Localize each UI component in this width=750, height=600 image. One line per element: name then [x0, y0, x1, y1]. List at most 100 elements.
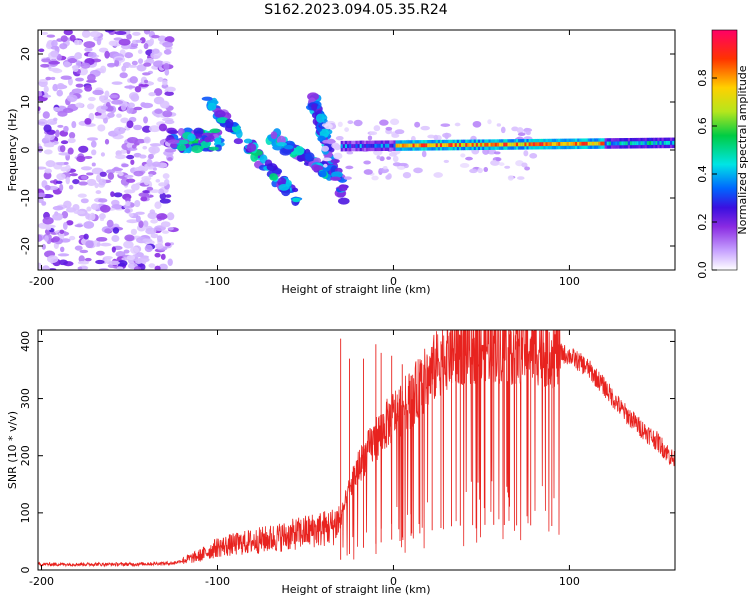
spectrogram-cell — [135, 39, 143, 43]
carrier-core — [534, 142, 538, 147]
spectrogram-cell — [138, 192, 150, 198]
carrier-core — [553, 142, 557, 146]
spectrogram-cell — [74, 39, 80, 46]
spectrogram-cell — [142, 238, 153, 243]
carrier-core — [638, 141, 641, 146]
spectrogram-cell — [133, 266, 142, 270]
spectrogram-cell — [50, 76, 56, 81]
colorbar-tick-label: 0.2 — [696, 213, 709, 231]
spectrogram-cell — [52, 213, 64, 221]
spectrogram-cell — [74, 245, 83, 251]
spectrogram-cell — [143, 62, 152, 67]
spectrogram-cell — [134, 166, 146, 172]
carrier-core — [450, 143, 453, 147]
spectrogram-cell — [149, 209, 156, 215]
spectrogram-cell — [124, 52, 134, 59]
carrier-core — [549, 142, 553, 146]
spectrogram-cell — [87, 73, 96, 82]
spectrogram-cell — [65, 176, 70, 185]
spectrogram-cell — [379, 156, 385, 162]
snr-ytick-label: 100 — [19, 502, 32, 523]
spectrogram-cell — [69, 34, 76, 42]
spectrogram-cell — [318, 170, 327, 178]
spectrogram-cell — [67, 77, 73, 86]
spectrogram-cell — [63, 161, 69, 165]
carrier-core — [418, 143, 422, 148]
spectrogram-cell — [72, 179, 80, 185]
carrier-core — [444, 143, 447, 148]
spectrogram-cell — [154, 252, 161, 258]
spectrogram-cell — [41, 265, 50, 270]
spectrogram-cell — [91, 162, 96, 167]
spectrogram-cell — [91, 149, 97, 156]
spectrogram-cell — [96, 242, 101, 247]
carrier-core — [465, 142, 468, 147]
spectrogram-cell — [108, 40, 117, 46]
carrier-core — [366, 143, 369, 148]
spectrogram-cell — [323, 163, 328, 168]
spectrogram-cell — [500, 126, 506, 134]
spectrogram-cell — [146, 186, 154, 191]
carrier-core — [437, 143, 441, 148]
spectrogram-cell — [38, 234, 43, 242]
spectrogram-cell — [155, 178, 161, 183]
spectrogram-cell — [379, 119, 389, 126]
spectrogram-xtick-label: -100 — [205, 275, 230, 288]
spectrogram-cell — [85, 212, 90, 220]
spectrogram-cell — [143, 30, 151, 35]
spectrogram-cell — [209, 128, 221, 134]
spectrogram-cell — [85, 240, 94, 249]
carrier-core — [425, 143, 428, 148]
spectrogram-cell — [207, 102, 217, 111]
spectrogram-cell — [283, 144, 294, 150]
carrier-core — [562, 142, 565, 146]
spectrogram-cell — [52, 117, 58, 122]
carrier-core — [602, 141, 605, 146]
spectrogram-cell — [294, 145, 305, 156]
spectrogram-cell — [68, 235, 76, 241]
carrier-core — [372, 143, 375, 148]
spectrogram-cell — [95, 259, 105, 265]
spectrogram-cell — [68, 184, 74, 190]
spectrogram-cell — [149, 38, 155, 46]
spectrogram-cell — [103, 117, 108, 124]
spectrogram-cell — [331, 171, 343, 178]
spectrogram-cell — [43, 149, 53, 155]
spectrogram-cell — [343, 176, 352, 180]
spectrogram-cell — [331, 142, 340, 149]
spectrogram-cell — [420, 125, 430, 131]
spectrogram-cell — [60, 246, 65, 253]
spectrogram-cell — [158, 263, 168, 270]
spectrogram-cell — [60, 140, 69, 145]
spectrogram-cell — [48, 67, 61, 72]
carrier-core — [659, 141, 662, 145]
carrier-core — [661, 141, 665, 145]
snr-ticks: -200 -100 0 100 0 100 200 300 400 — [19, 330, 675, 588]
spectrogram-cell — [59, 43, 68, 50]
carrier-core — [439, 143, 443, 148]
spectrogram-cell — [246, 143, 257, 152]
carrier-core — [591, 141, 595, 146]
spectrogram-cell — [517, 132, 526, 137]
spectrogram-cell — [92, 89, 104, 96]
spectrogram-cell — [128, 64, 138, 68]
spectrogram-cell — [84, 117, 92, 125]
carrier-core — [511, 142, 515, 147]
spectrogram-ylabel: Frequency (Hz) — [6, 109, 19, 192]
spectrogram-cell — [269, 173, 278, 181]
spectrogram-cell — [50, 46, 59, 50]
spectrogram-cell — [66, 220, 74, 226]
spectrogram-cell — [104, 228, 112, 234]
carrier-core — [467, 142, 470, 147]
carrier-core — [579, 141, 582, 146]
spectrogram-cell — [45, 160, 56, 168]
spectrogram-cell — [99, 204, 111, 213]
spectrogram-cell — [125, 178, 136, 183]
carrier-core — [355, 144, 358, 148]
spectrogram-cell — [48, 60, 61, 65]
spectrogram-cell — [121, 163, 129, 168]
spectrogram-cell — [367, 135, 373, 141]
colorbar-gradient — [711, 29, 738, 271]
spectrogram-cell — [38, 48, 45, 53]
